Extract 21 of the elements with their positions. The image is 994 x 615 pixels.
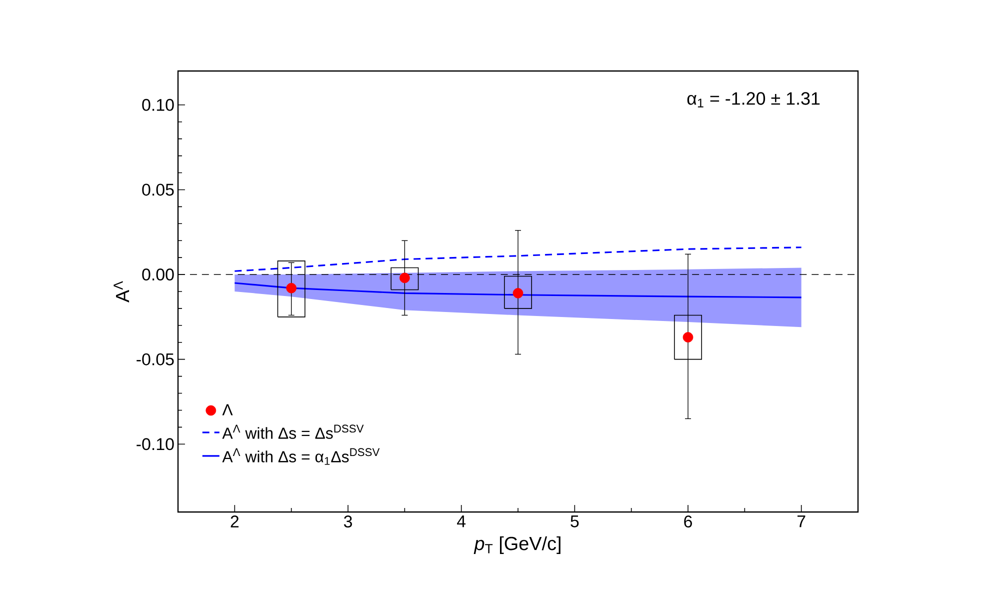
y-tick-label: -0.05: [136, 353, 174, 366]
x-axis-title: p$_{T}$ [GeV/c]: [474, 536, 560, 554]
line-series: [234, 246, 802, 272]
y-axis-title: A$^{Λ}$: [114, 281, 130, 302]
x-tick-label: 4: [457, 516, 466, 528]
x-tick-label: 2: [230, 516, 239, 528]
y-tick-label: 0.00: [142, 268, 174, 281]
annotation: α$_{1}$ = -1.20 ± 1.31: [687, 92, 820, 108]
legend-label: A$^{Λ}$ with Δs = α$_{1}$Δs$^{DSSV}$: [222, 448, 380, 465]
legend-label: A$^{Λ}$ with Δs = Δs$^{DSSV}$: [222, 424, 364, 439]
y-tick-label: 0.10: [142, 98, 174, 111]
y-tick-label: 0.05: [142, 184, 174, 196]
legend-label: Λ: [222, 404, 233, 416]
x-tick-label: 5: [570, 516, 579, 528]
line-series: [234, 282, 802, 298]
point: [682, 332, 694, 342]
y-tick-label: -0.10: [136, 438, 174, 450]
x-tick-label: 6: [684, 516, 692, 528]
point: [286, 282, 297, 294]
x-tick-label: 3: [344, 516, 352, 528]
x-tick-label: 7: [798, 516, 806, 528]
